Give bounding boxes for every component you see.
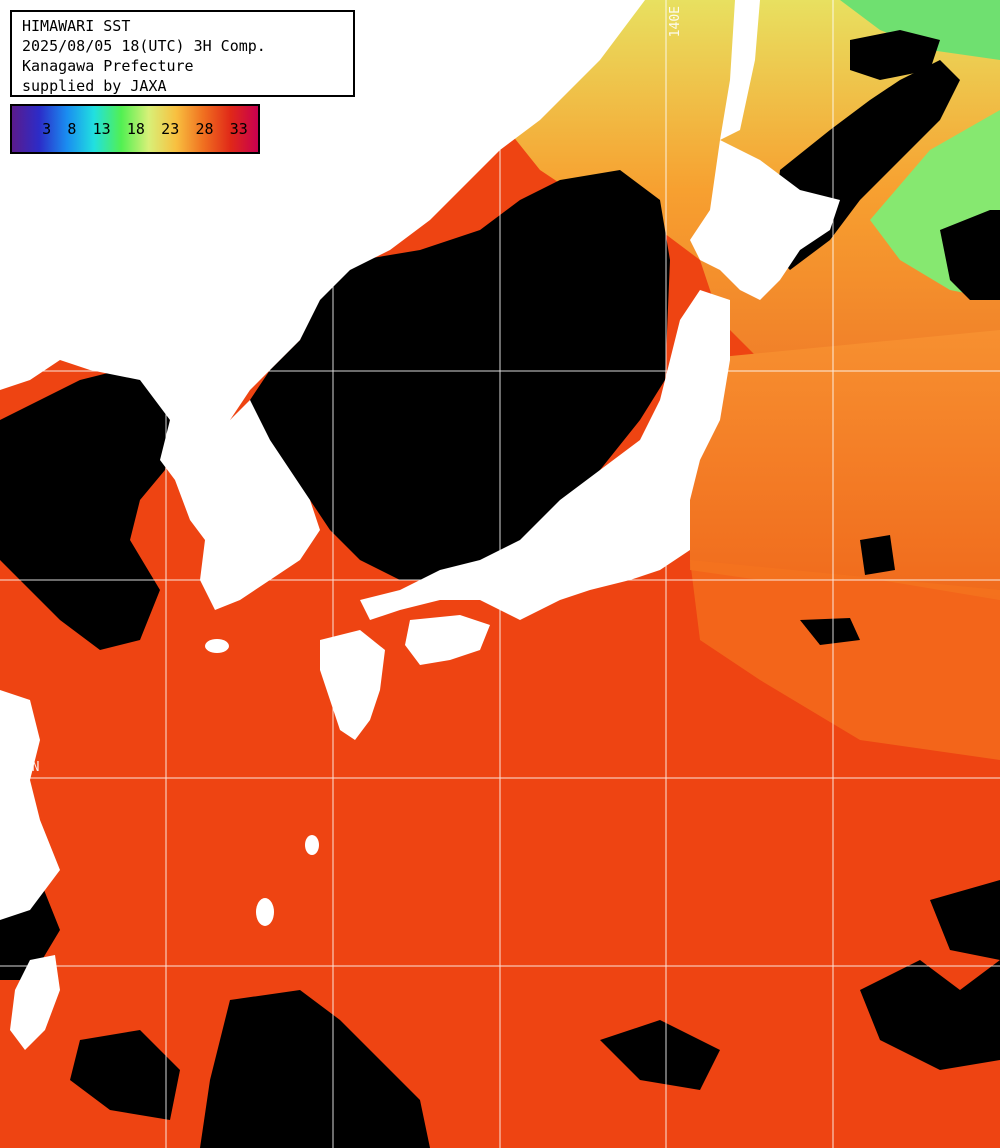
land-honshu <box>360 290 730 620</box>
lat-label-30n: 30N <box>16 760 40 775</box>
legend-tick: 8 <box>67 120 77 138</box>
legend-tick: 28 <box>195 120 214 138</box>
lat-label-40n: 40N <box>16 353 40 368</box>
land-shikoku <box>405 615 490 665</box>
info-box: HIMAWARI SST 2025/08/05 18(UTC) 3H Comp.… <box>10 10 355 97</box>
sea-northwest-pacific <box>690 330 1000 600</box>
land-sakhalin <box>720 0 760 140</box>
sea-kuroshio-mild <box>690 560 1000 760</box>
legend-tick: 3 <box>42 120 52 138</box>
land-korea <box>160 400 320 610</box>
lon-label-140e: 140E <box>668 6 683 38</box>
title-line: HIMAWARI SST <box>22 17 131 35</box>
temperature-legend: 3 8 13 18 23 28 33 <box>10 104 260 154</box>
land-kyushu <box>320 630 385 740</box>
sea-cool-patch-north <box>840 0 1000 60</box>
land-taiwan <box>10 955 60 1050</box>
prefecture-line: Kanagawa Prefecture <box>22 57 194 75</box>
land-china-coast <box>0 690 60 920</box>
legend-tick: 18 <box>126 120 145 138</box>
legend-tick: 13 <box>92 120 111 138</box>
land-hokkaido <box>690 140 840 300</box>
timestamp-line: 2025/08/05 18(UTC) 3H Comp. <box>22 37 266 55</box>
legend-tick: 33 <box>229 120 248 138</box>
legend-tick: 23 <box>161 120 180 138</box>
supplier-line: supplied by JAXA <box>22 77 167 95</box>
